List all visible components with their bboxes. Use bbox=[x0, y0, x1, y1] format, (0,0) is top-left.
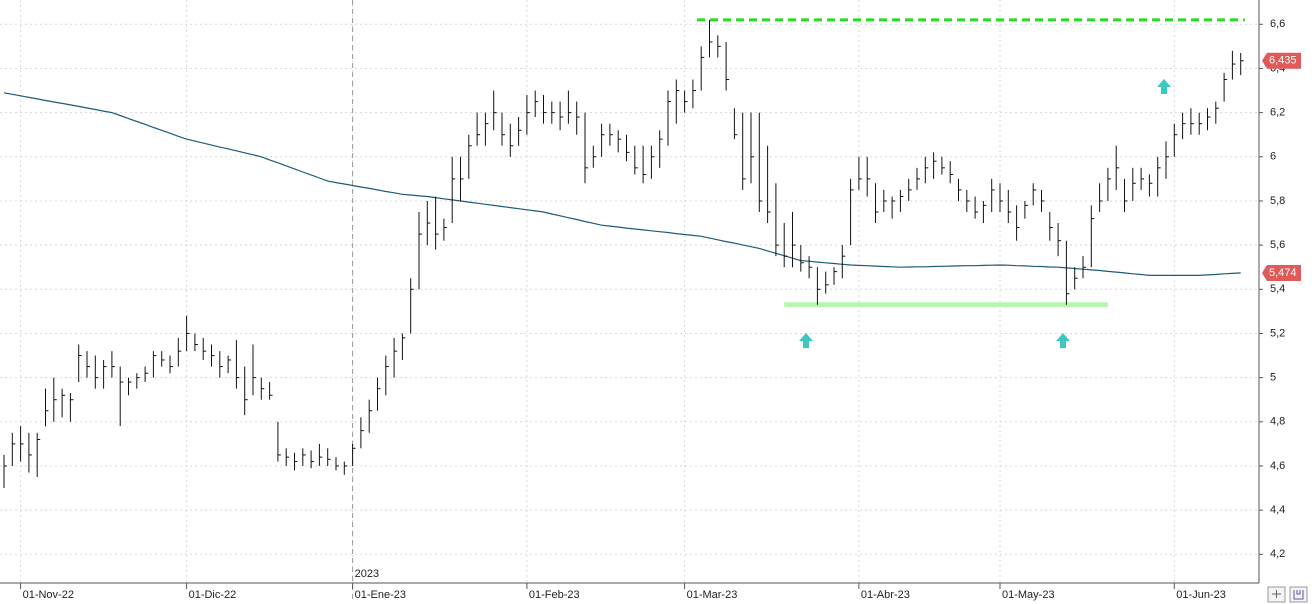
y-tick-label: 5,4 bbox=[1270, 283, 1285, 295]
up-arrow bbox=[1157, 79, 1171, 94]
arrow bbox=[799, 79, 1171, 348]
y-tick-label: 5,6 bbox=[1270, 239, 1285, 251]
price-tag bbox=[1262, 52, 1301, 69]
y-tick-label: 5,8 bbox=[1270, 195, 1285, 207]
price-tag-label: 6,435 bbox=[1269, 55, 1297, 67]
up-arrow bbox=[799, 333, 813, 348]
icon bbox=[1272, 590, 1281, 598]
y-tick-label: 6 bbox=[1270, 151, 1276, 163]
x-tick-label: 01-Dic-22 bbox=[189, 589, 237, 601]
y-tick-label: 5,2 bbox=[1270, 327, 1285, 339]
moving-average-line bbox=[3, 92, 1241, 276]
marks bbox=[3, 18, 1245, 489]
price-tag-label: 5,474 bbox=[1269, 267, 1297, 279]
x-tick-label: 01-Mar-23 bbox=[687, 589, 738, 601]
x-tick-label: 01-Jun-23 bbox=[1176, 589, 1226, 601]
x-tick-label: 01-Abr-23 bbox=[861, 589, 910, 601]
up-arrow bbox=[1056, 333, 1070, 348]
price-tag bbox=[1262, 264, 1301, 281]
year-label: 2023 bbox=[355, 568, 379, 580]
y-tick-label: 4,6 bbox=[1270, 460, 1285, 472]
x-tick-label: 01-Nov-22 bbox=[23, 589, 74, 601]
icon bbox=[1293, 590, 1304, 600]
y-tick-label: 6,6 bbox=[1270, 18, 1285, 30]
y-tick-label: 4,2 bbox=[1270, 548, 1285, 560]
x-tick-label: 01-Ene-23 bbox=[355, 589, 406, 601]
x-tick-label: 01-May-23 bbox=[1002, 589, 1055, 601]
x-tick-label: 01-Feb-23 bbox=[529, 589, 580, 601]
y-tick-label: 4,8 bbox=[1270, 416, 1285, 428]
y-tick-label: 6,2 bbox=[1270, 107, 1285, 119]
y-tick-label: 5 bbox=[1270, 372, 1276, 384]
grid bbox=[0, 0, 1259, 603]
y-tick-label: 4,4 bbox=[1270, 504, 1285, 516]
